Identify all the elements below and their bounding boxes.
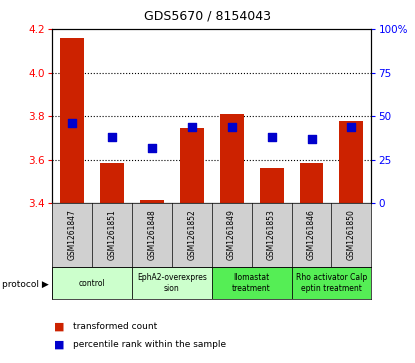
Text: GSM1261848: GSM1261848 — [147, 210, 156, 260]
Text: Ilomastat
treatment: Ilomastat treatment — [232, 273, 271, 293]
Bar — [52, 267, 132, 299]
Text: GSM1261852: GSM1261852 — [187, 210, 196, 260]
Text: EphA2-overexpres
sion: EphA2-overexpres sion — [137, 273, 207, 293]
Point — [108, 134, 115, 140]
Text: transformed count: transformed count — [73, 322, 157, 331]
Point — [228, 124, 235, 130]
Bar — [180, 128, 204, 203]
Bar — [212, 267, 291, 299]
Point — [348, 124, 355, 130]
Bar — [291, 267, 371, 299]
Text: ■: ■ — [54, 340, 68, 350]
Point — [68, 120, 75, 126]
Text: Rho activator Calp
eptin treatment: Rho activator Calp eptin treatment — [296, 273, 367, 293]
Text: GDS5670 / 8154043: GDS5670 / 8154043 — [144, 9, 271, 22]
Text: GSM1261853: GSM1261853 — [267, 209, 276, 261]
Bar — [300, 163, 324, 203]
Bar — [220, 114, 244, 203]
Text: GSM1261847: GSM1261847 — [67, 209, 76, 261]
Text: percentile rank within the sample: percentile rank within the sample — [73, 340, 226, 349]
Text: ■: ■ — [54, 322, 68, 332]
Text: protocol ▶: protocol ▶ — [2, 281, 49, 289]
Point — [268, 134, 275, 140]
Bar — [260, 168, 283, 203]
Text: GSM1261849: GSM1261849 — [227, 209, 236, 261]
Text: GSM1261850: GSM1261850 — [347, 209, 356, 261]
Text: GSM1261846: GSM1261846 — [307, 209, 316, 261]
Bar — [140, 200, 164, 203]
Bar — [100, 163, 124, 203]
Point — [188, 124, 195, 130]
Bar — [339, 121, 364, 203]
Bar — [60, 38, 84, 203]
Bar — [132, 267, 212, 299]
Point — [149, 144, 155, 150]
Text: control: control — [78, 279, 105, 287]
Text: GSM1261851: GSM1261851 — [107, 210, 116, 260]
Point — [308, 136, 315, 142]
